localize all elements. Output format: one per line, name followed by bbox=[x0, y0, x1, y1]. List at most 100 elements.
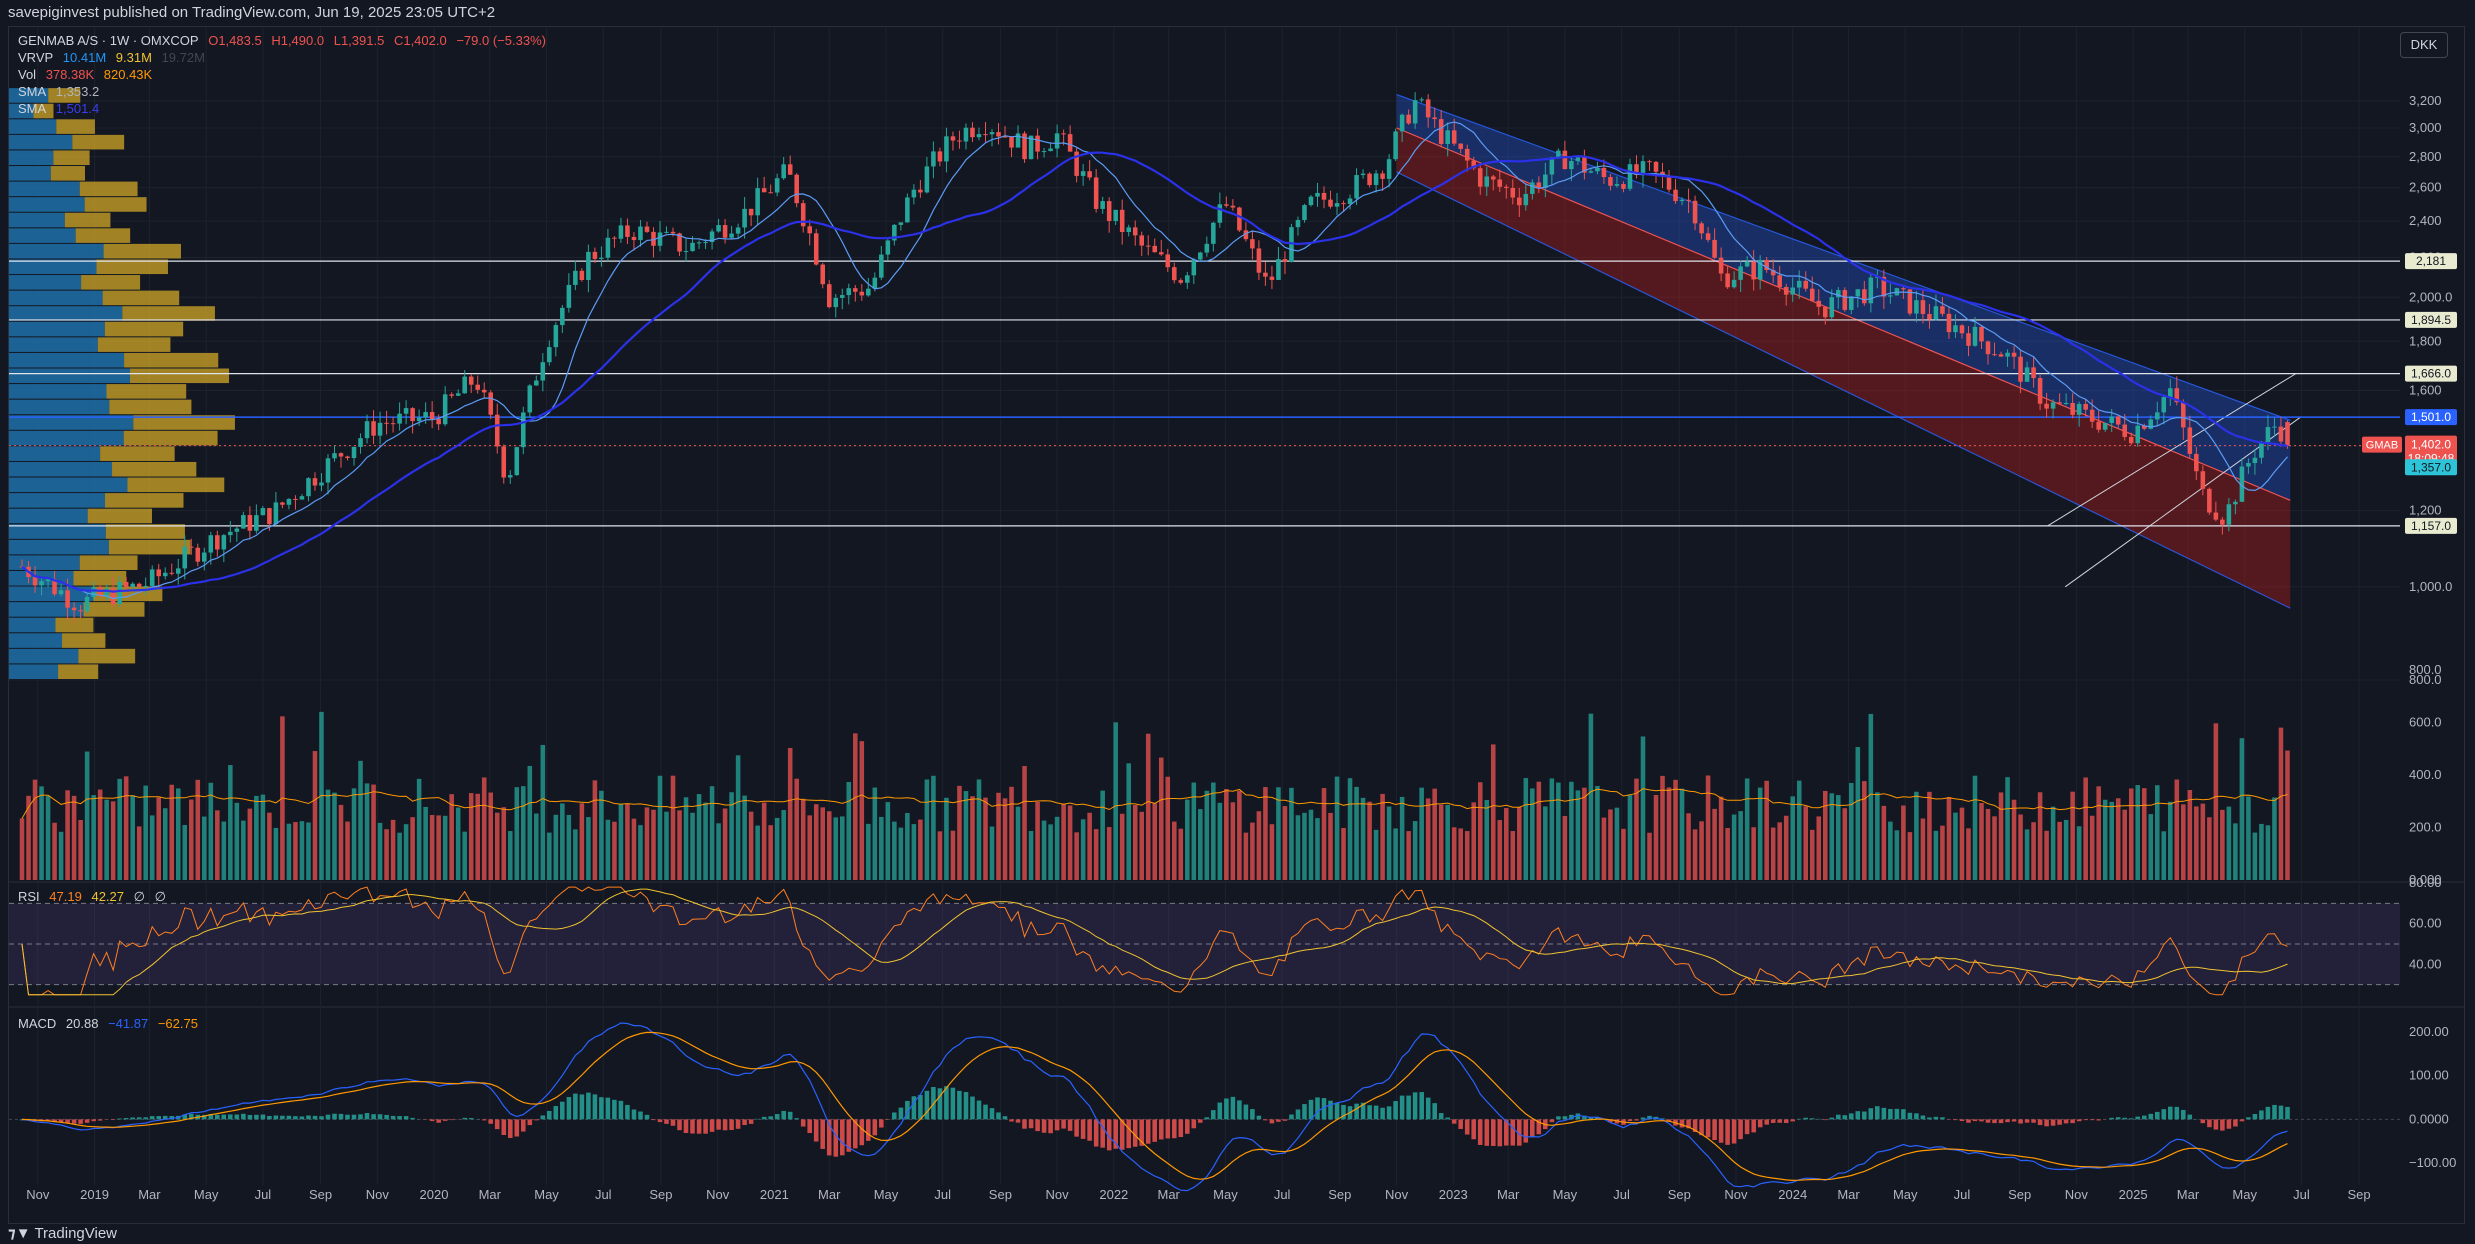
candle-body bbox=[1497, 179, 1503, 187]
volume-bar bbox=[1985, 808, 1991, 880]
vrvp-up-bar bbox=[9, 368, 131, 384]
candle-body bbox=[1614, 184, 1620, 186]
macd-histogram-bar bbox=[618, 1100, 624, 1120]
macd-histogram-bar bbox=[592, 1094, 598, 1120]
volume-bar bbox=[1185, 799, 1190, 880]
time-axis-tick: Jul bbox=[1954, 1187, 1971, 1202]
macd-histogram-bar bbox=[846, 1119, 852, 1152]
volume-bar bbox=[143, 785, 148, 880]
vrvp-up-bar bbox=[9, 508, 88, 524]
volume-bar bbox=[696, 794, 702, 880]
macd-histogram-bar bbox=[1868, 1108, 1874, 1120]
volume-bar bbox=[1764, 780, 1769, 880]
currency-button[interactable]: DKK bbox=[2400, 32, 2448, 58]
vrvp-down-bar bbox=[106, 384, 187, 399]
macd-histogram-bar bbox=[755, 1118, 760, 1120]
tradingview-logo-icon[interactable]: ⁊▼ bbox=[8, 1225, 31, 1242]
legend-vrvp-label[interactable]: VRVP bbox=[18, 50, 54, 65]
candle-body bbox=[1490, 176, 1496, 180]
candle-body bbox=[1510, 187, 1516, 198]
volume-bar bbox=[709, 786, 715, 880]
legend-vol-label[interactable]: Vol bbox=[18, 67, 37, 82]
macd-histogram-bar bbox=[1419, 1092, 1424, 1120]
candle-body bbox=[130, 583, 135, 587]
vrvp-down-bar bbox=[96, 259, 168, 275]
macd-histogram-bar bbox=[1093, 1119, 1099, 1147]
horizontal-level-label: 1,157.0 bbox=[2411, 519, 2451, 533]
candle-body bbox=[1425, 99, 1431, 118]
volume-bar bbox=[1464, 831, 1470, 880]
macd-histogram-bar bbox=[638, 1111, 643, 1120]
volume-bar bbox=[2181, 804, 2186, 880]
candle-body bbox=[84, 596, 90, 612]
macd-histogram-bar bbox=[1536, 1119, 1542, 1135]
volume-bar bbox=[787, 747, 793, 880]
volume-bar bbox=[931, 775, 936, 880]
macd-histogram-bar bbox=[2005, 1119, 2010, 1123]
volume-bar bbox=[1009, 786, 1014, 880]
candle-body bbox=[1432, 117, 1437, 120]
volume-bar bbox=[410, 817, 415, 880]
candle-body bbox=[2194, 453, 2199, 472]
candles-group bbox=[19, 92, 2290, 623]
legend-sma1-label[interactable]: SMA bbox=[18, 84, 47, 99]
vrvp-up-bar bbox=[9, 524, 106, 539]
macd-histogram-bar bbox=[1282, 1119, 1288, 1121]
candle-body bbox=[768, 192, 773, 194]
candle-body bbox=[625, 225, 630, 237]
sma-fast-line bbox=[21, 121, 2288, 600]
time-axis-tick: May bbox=[2232, 1187, 2257, 1202]
macd-histogram-bar bbox=[162, 1115, 168, 1120]
vrvp-down-bar bbox=[81, 275, 141, 290]
volume-bar bbox=[2259, 823, 2264, 880]
candle-body bbox=[1198, 252, 1203, 260]
rsi-axis-tick: 80.00 bbox=[2409, 875, 2442, 890]
horizontal-level-label: 1,666.0 bbox=[2411, 367, 2451, 381]
macd-histogram-bar bbox=[781, 1110, 786, 1120]
volume-bar bbox=[1028, 830, 1034, 880]
volume-bar bbox=[1959, 807, 1965, 880]
candle-body bbox=[91, 587, 96, 597]
volume-bar bbox=[1744, 778, 1750, 880]
macd-histogram-bar bbox=[45, 1119, 51, 1122]
legend-symbol[interactable]: GENMAB A/S · 1W · OMXCOP bbox=[18, 33, 199, 48]
macd-histogram-bar bbox=[442, 1119, 448, 1121]
macd-histogram-bar bbox=[410, 1117, 415, 1120]
legend-rsi-label[interactable]: RSI bbox=[18, 889, 40, 904]
volume-bar bbox=[468, 793, 474, 880]
volume-bar bbox=[1718, 796, 1724, 880]
macd-histogram-bar bbox=[1907, 1112, 1913, 1120]
volume-bar bbox=[1471, 802, 1477, 880]
macd-histogram-bar bbox=[586, 1092, 591, 1120]
macd-histogram-bar bbox=[2246, 1117, 2251, 1120]
macd-histogram-bar bbox=[371, 1114, 376, 1120]
macd-histogram-bar bbox=[1302, 1104, 1307, 1120]
legend-sma2-label[interactable]: SMA bbox=[18, 101, 47, 116]
footer-brand[interactable]: TradingView bbox=[34, 1225, 117, 1242]
candle-body bbox=[527, 385, 533, 413]
volume-bar bbox=[1445, 804, 1450, 880]
volume-bar bbox=[631, 818, 637, 880]
candle-body bbox=[1269, 276, 1275, 280]
volume-bar bbox=[1634, 778, 1639, 880]
vrvp-down-bar bbox=[83, 602, 145, 617]
legend-change: −79.0 (−5.33%) bbox=[456, 33, 546, 48]
vrvp-up-bar bbox=[9, 602, 84, 617]
macd-histogram-bar bbox=[1497, 1119, 1503, 1147]
candle-body bbox=[1132, 227, 1138, 236]
time-axis-tick: 2023 bbox=[1439, 1187, 1468, 1202]
volume-bar bbox=[351, 788, 357, 880]
candle-body bbox=[1211, 222, 1216, 244]
macd-histogram-bar bbox=[1484, 1119, 1490, 1146]
macd-histogram-bar bbox=[1113, 1119, 1118, 1149]
legend-macd-label[interactable]: MACD bbox=[18, 1016, 57, 1031]
volume-axis-tick: 0.000 bbox=[2409, 872, 2442, 887]
candle-body bbox=[1204, 243, 1210, 253]
symbol-price-tag-label: GMAB bbox=[2366, 440, 2398, 452]
candle-body bbox=[1145, 245, 1151, 247]
macd-histogram-bar bbox=[1530, 1119, 1535, 1138]
rsi-ma-line bbox=[21, 888, 2288, 996]
macd-histogram-bar bbox=[130, 1117, 135, 1120]
macd-histogram-bar bbox=[1901, 1109, 1906, 1120]
